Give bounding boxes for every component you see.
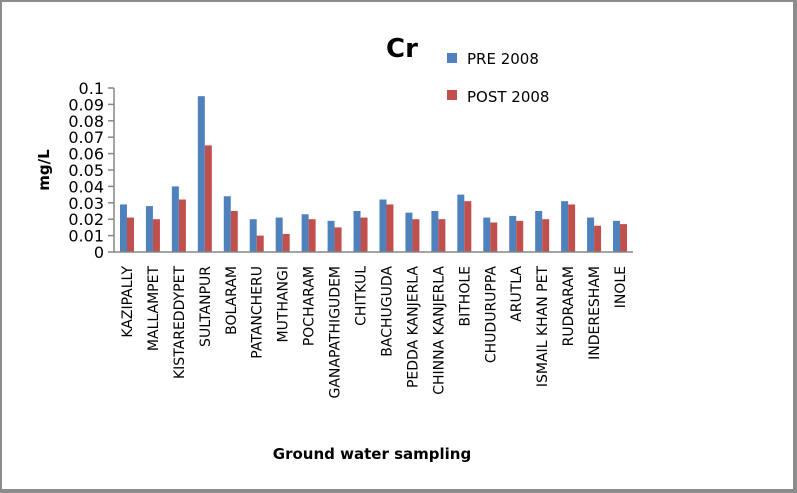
- bar-pre-2008-pedda-kanjerla[interactable]: [405, 212, 413, 252]
- x-tick-label: KISTAREDDYPET: [172, 266, 188, 379]
- x-tick-label: POCHARAM: [302, 266, 318, 346]
- bar-post-2008-kistareddypet[interactable]: [178, 199, 186, 252]
- bar-pre-2008-ismail-khan-pet[interactable]: [535, 211, 543, 252]
- y-tick-label: 0.06: [68, 145, 104, 164]
- x-axis-title: Ground water sampling: [273, 445, 471, 463]
- x-tick-label: ISMAIL KHAN PET: [535, 266, 551, 388]
- legend-item-post-2008[interactable]: POST 2008: [447, 88, 549, 106]
- legend: PRE 2008 POST 2008: [447, 50, 549, 106]
- bar-post-2008-chinna-kanjerla[interactable]: [438, 219, 446, 252]
- x-tick-label: PEDDA KANJERLA: [405, 266, 421, 388]
- bar-pre-2008-inole[interactable]: [613, 220, 621, 252]
- y-tick-label: 0.07: [68, 128, 104, 147]
- y-tick-label: 0.1: [79, 79, 104, 98]
- x-tick-label: MUTHANGI: [276, 266, 292, 342]
- bar-post-2008-ganapathigudem[interactable]: [334, 227, 342, 252]
- y-tick-label: 0.01: [68, 227, 104, 246]
- bar-post-2008-muthangi[interactable]: [282, 233, 290, 252]
- bar-post-2008-patancheru[interactable]: [256, 235, 264, 252]
- legend-swatch-post-2008: [447, 90, 457, 100]
- x-tick-label: MALLAMPET: [146, 266, 162, 352]
- y-tick-label: 0.05: [68, 161, 104, 180]
- bar-pre-2008-kistareddypet[interactable]: [171, 186, 179, 252]
- bar-pre-2008-bithole[interactable]: [457, 194, 465, 252]
- x-tick-label: CHINNA KANJERLA: [431, 266, 447, 395]
- bar-post-2008-bithole[interactable]: [464, 201, 472, 252]
- legend-label-post-2008: POST 2008: [467, 88, 549, 106]
- x-tick-label: SULTANPUR: [198, 266, 214, 347]
- bar-pre-2008-arutla[interactable]: [509, 215, 517, 252]
- legend-label-pre-2008: PRE 2008: [467, 50, 539, 68]
- bar-pre-2008-kazipally[interactable]: [119, 204, 127, 252]
- bar-pre-2008-chitkul[interactable]: [353, 211, 361, 252]
- bar-post-2008-arutla[interactable]: [516, 220, 524, 252]
- y-tick-label: 0.08: [68, 112, 104, 131]
- x-tick-label: INOLE: [613, 266, 629, 308]
- bar-post-2008-inole[interactable]: [620, 224, 628, 252]
- bar-post-2008-mallampet[interactable]: [152, 219, 160, 252]
- bar-post-2008-pocharam[interactable]: [308, 219, 316, 252]
- bar-post-2008-kazipally[interactable]: [126, 217, 134, 252]
- bar-pre-2008-muthangi[interactable]: [275, 217, 283, 252]
- y-tick-label: 0.03: [68, 194, 104, 213]
- legend-item-pre-2008[interactable]: PRE 2008: [447, 50, 539, 68]
- bar-pre-2008-sultanpur[interactable]: [197, 96, 205, 252]
- bars: [119, 96, 628, 252]
- bar-pre-2008-rudraram[interactable]: [561, 201, 569, 252]
- x-tick-label: INDERESHAM: [587, 266, 603, 360]
- bar-pre-2008-bachuguda[interactable]: [379, 199, 387, 252]
- x-tick-label: KAZIPALLY: [120, 266, 136, 338]
- x-tick-label: ARUTLA: [509, 266, 525, 322]
- x-tick-label: PATANCHERU: [250, 266, 266, 359]
- bar-post-2008-rudraram[interactable]: [568, 204, 576, 252]
- x-tick-label: BOLARAM: [224, 266, 240, 335]
- x-tick-label: BACHUGUDA: [379, 266, 395, 357]
- bar-post-2008-inderesham[interactable]: [594, 225, 602, 252]
- bar-post-2008-ismail-khan-pet[interactable]: [542, 219, 550, 252]
- legend-swatch-pre-2008: [447, 53, 457, 63]
- bar-pre-2008-inderesham[interactable]: [587, 217, 595, 252]
- x-tick-label: GANAPATHIGUDEM: [328, 266, 344, 399]
- y-tick-label: 0.02: [68, 210, 104, 229]
- chart-title: Cr: [386, 34, 418, 64]
- bar-post-2008-pedda-kanjerla[interactable]: [412, 219, 420, 252]
- bar-pre-2008-chuduruppa[interactable]: [483, 217, 491, 252]
- x-tick-label: BITHOLE: [457, 266, 473, 326]
- bar-pre-2008-pocharam[interactable]: [301, 214, 309, 252]
- bar-post-2008-bachuguda[interactable]: [386, 204, 394, 252]
- y-tick-label: 0: [94, 243, 104, 262]
- bar-post-2008-chuduruppa[interactable]: [490, 222, 498, 252]
- bar-post-2008-sultanpur[interactable]: [204, 145, 212, 252]
- x-tick-label: CHITKUL: [354, 266, 370, 326]
- y-axis-title: mg/L: [35, 149, 53, 191]
- y-axis: 00.010.020.030.040.050.060.070.080.090.1: [68, 79, 115, 262]
- y-tick-label: 0.09: [68, 95, 104, 114]
- bar-pre-2008-bolaram[interactable]: [223, 196, 231, 252]
- bar-pre-2008-mallampet[interactable]: [145, 206, 153, 252]
- bar-pre-2008-ganapathigudem[interactable]: [327, 220, 335, 252]
- bar-post-2008-bolaram[interactable]: [230, 211, 238, 252]
- x-tick-label: RUDRARAM: [561, 266, 577, 346]
- bar-post-2008-chitkul[interactable]: [360, 217, 368, 252]
- bar-pre-2008-patancheru[interactable]: [249, 219, 257, 252]
- x-tick-label: CHUDURUPPA: [483, 266, 499, 364]
- x-axis: KAZIPALLY MALLAMPET KISTAREDDYPET SULTANPUR…: [114, 251, 633, 399]
- y-tick-label: 0.04: [68, 177, 104, 196]
- bar-pre-2008-chinna-kanjerla[interactable]: [431, 211, 439, 252]
